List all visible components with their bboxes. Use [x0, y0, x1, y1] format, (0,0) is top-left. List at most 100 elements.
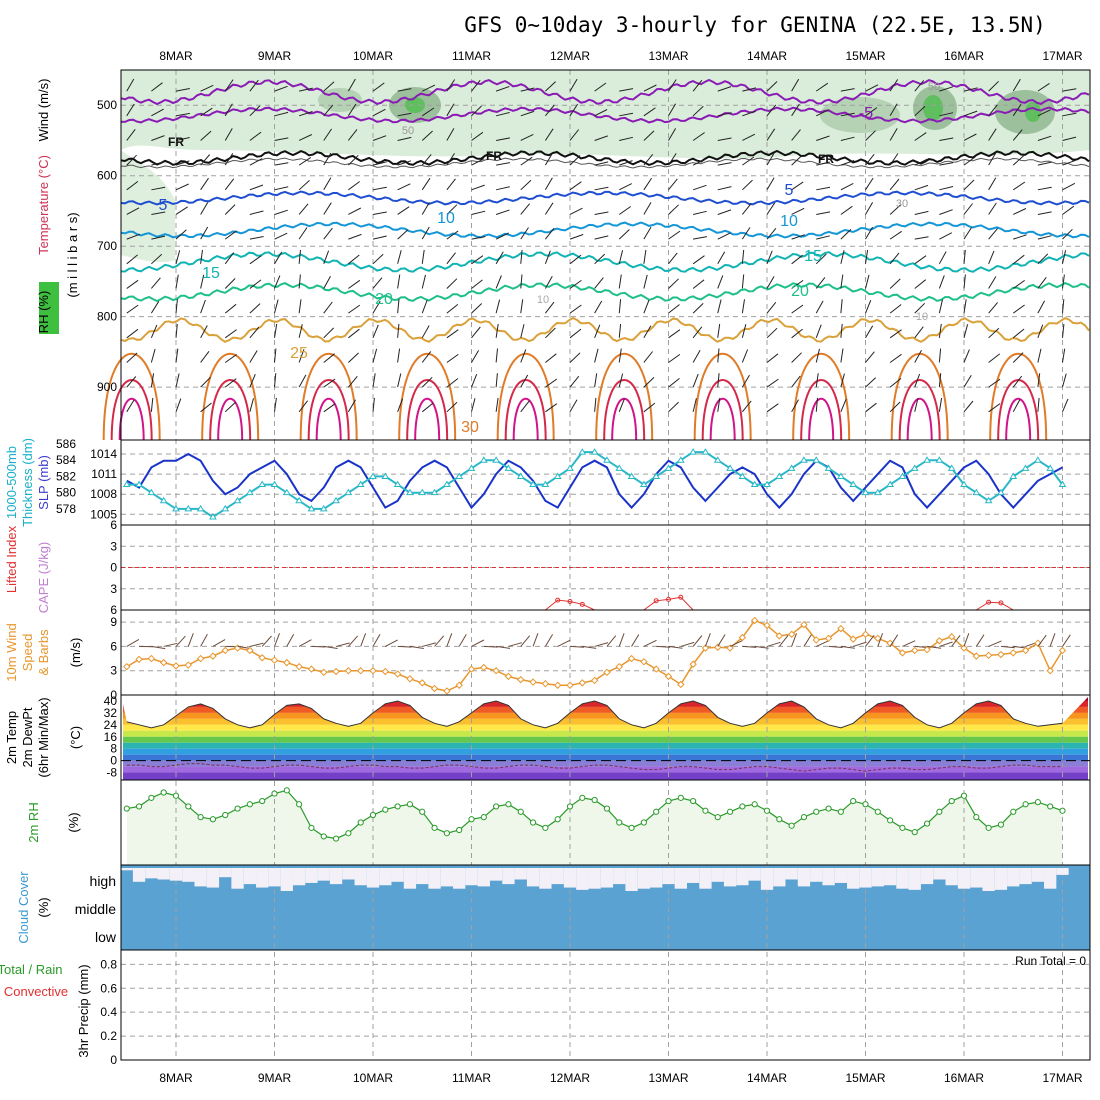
wind-barb — [889, 153, 899, 166]
wind-barb — [717, 209, 732, 215]
contour-40c — [709, 397, 736, 441]
date-label-bottom: 8MAR — [159, 1071, 193, 1085]
wind-barb — [816, 109, 830, 117]
cloud-high-bar — [982, 868, 995, 891]
wind-barb — [126, 103, 135, 117]
rh-shading — [121, 70, 1090, 159]
wind-speed-point — [701, 644, 710, 652]
chart-title: GFS 0~10day 3-hourly for GENINA (22.5E, … — [464, 13, 1046, 37]
wind-barb — [766, 104, 777, 117]
wind-barb — [889, 178, 900, 191]
wind-barb — [939, 186, 954, 191]
wind-barb-10m — [656, 645, 671, 648]
rh-point — [505, 801, 512, 808]
wind-barb — [397, 250, 402, 264]
wind-barb — [594, 186, 609, 191]
wind-barb — [938, 275, 945, 289]
wind-barb — [323, 202, 332, 215]
wind-barb — [348, 304, 361, 314]
wind-barb — [766, 378, 779, 388]
wind-barb-10m — [163, 642, 178, 647]
wind-speed-point — [923, 645, 931, 654]
wind-barb — [914, 349, 922, 363]
wind-barb — [939, 112, 954, 117]
wind-barb — [298, 227, 308, 240]
wind-speed-point — [553, 681, 562, 689]
y-tick-label-li: 6 — [110, 518, 117, 532]
wind-speed-point — [283, 658, 291, 667]
li-line — [545, 599, 595, 611]
wind-barb — [298, 299, 302, 314]
wind-barb — [742, 133, 756, 141]
wind-barb — [766, 202, 776, 215]
wind-barb-10m — [1000, 645, 1015, 649]
rh-point — [480, 814, 487, 821]
wind-speed-point — [664, 672, 673, 681]
panel-label-wind: Speed — [20, 634, 35, 672]
wind-barb — [545, 81, 556, 92]
wind-barb — [421, 299, 428, 314]
wind-barb — [594, 373, 598, 388]
wind-speed-point — [196, 654, 205, 663]
wind-barb — [397, 398, 404, 412]
wind-barb — [397, 183, 411, 191]
cloud-high-bar — [970, 868, 983, 888]
wind-barb — [347, 399, 357, 413]
y-tick-label-slp: 1014 — [90, 447, 117, 461]
rh-point — [406, 801, 414, 808]
wind-barb — [692, 398, 697, 412]
wind-barb — [323, 152, 332, 166]
wind-barb — [889, 304, 902, 314]
wind-barb — [619, 136, 634, 141]
cloud-high-bar — [366, 868, 380, 888]
contour-15c — [120, 251, 1090, 273]
thickness-point — [122, 480, 131, 488]
date-label-top: 10MAR — [353, 49, 393, 63]
rh-point — [172, 792, 180, 799]
wind-speed-point — [529, 678, 537, 686]
wind-barb-10m — [680, 641, 695, 647]
date-label-bottom: 15MAR — [845, 1071, 885, 1085]
wind-barb — [791, 207, 805, 215]
y-tick-label-precip: 0.4 — [100, 1005, 117, 1019]
wind-barb — [939, 232, 953, 240]
contour-30c — [595, 353, 654, 441]
panel-ylabel-wind: (m/s) — [68, 638, 83, 668]
wind-barb — [643, 130, 655, 141]
temp-band — [123, 772, 1088, 780]
cloud-high-bar — [576, 868, 589, 890]
wind-barb — [372, 324, 379, 338]
wind-barb — [175, 183, 189, 191]
wind-barb — [347, 129, 358, 141]
contour-30c — [989, 353, 1048, 441]
wind-barb — [914, 184, 929, 191]
wind-barb — [126, 279, 139, 289]
wind-barb-10m — [692, 635, 703, 647]
wind-barb-10m — [791, 633, 797, 647]
cloud-level-label: middle — [75, 901, 116, 917]
wind-barb — [126, 181, 139, 191]
wind-barb — [914, 132, 927, 141]
wind-barb — [791, 234, 806, 240]
wind-speed-point — [418, 679, 426, 687]
wind-barb — [692, 373, 699, 388]
wind-barb — [668, 329, 681, 339]
wind-barb-10m — [1037, 634, 1047, 647]
thickness-point — [984, 496, 993, 504]
wind-barb — [372, 253, 384, 265]
wind-barb — [495, 275, 502, 289]
date-label-top: 14MAR — [747, 49, 787, 63]
y-tick-label-upper: 600 — [97, 169, 117, 183]
wind-barb — [840, 205, 853, 215]
wind-barb — [914, 236, 929, 240]
wind-speed-point — [763, 621, 771, 630]
wind-barb — [766, 177, 775, 191]
wind-speed-point — [874, 634, 882, 643]
wind-barb — [446, 204, 458, 215]
wind-barb — [126, 78, 135, 92]
contour-35c — [307, 379, 350, 441]
wind-barb — [569, 78, 578, 92]
wind-barb — [471, 398, 476, 412]
wind-barb — [889, 252, 900, 265]
rh-point — [185, 803, 192, 810]
